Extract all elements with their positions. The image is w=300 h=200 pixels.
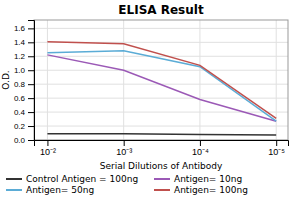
tick-mark	[28, 42, 34, 43]
grid-line	[34, 112, 288, 113]
plot: 10⁻² 10⁻³ 10⁻⁴ 10⁻⁵ 0.0 0.2 0.4 0.6 0.8 1.0 1.2 1.4…	[14, 20, 289, 157]
legend-item: Control Antigen = 100ng	[6, 174, 138, 184]
grid-line	[123, 20, 124, 140]
grid-line	[34, 70, 288, 71]
grid-line	[276, 20, 277, 140]
tick: 1.4	[14, 38, 34, 47]
tick: 10⁻³	[116, 140, 132, 157]
legend-label: Antigen= 50ng	[26, 185, 94, 195]
tick-mark	[28, 126, 34, 127]
tick: 1.2	[14, 52, 34, 61]
tick: 0.0	[14, 136, 34, 145]
y-axis: 0.0 0.2 0.4 0.6 0.8 1.0 1.2 1.4 1.6	[14, 21, 35, 146]
tick: 10⁻⁴	[192, 140, 209, 157]
tick: 10⁻⁵	[268, 140, 285, 157]
grid-line	[34, 98, 288, 99]
legend-item: Antigen= 100ng	[154, 185, 248, 195]
tick-mark	[47, 140, 48, 146]
tick-label: 10⁻³	[116, 147, 132, 157]
tick-mark	[28, 98, 34, 99]
grid-line	[199, 20, 200, 140]
series-line	[47, 134, 276, 135]
axis-line	[28, 21, 35, 141]
lines	[47, 42, 276, 135]
tick-mark	[124, 140, 125, 146]
x-axis: 10⁻² 10⁻³ 10⁻⁴ 10⁻⁵	[35, 140, 289, 157]
tick-mark	[28, 84, 34, 85]
tick-mark	[28, 112, 34, 113]
tick: 0.8	[14, 80, 34, 89]
tick-mark	[276, 140, 277, 146]
tick-label: 0.6	[14, 94, 26, 103]
tick: 1.0	[14, 66, 34, 75]
legend-label: Control Antigen = 100ng	[26, 174, 138, 184]
legend-label: Antigen= 100ng	[174, 185, 248, 195]
legend-swatch	[154, 189, 170, 191]
y-axis-title: O.D.	[1, 70, 11, 89]
grid-line	[47, 20, 48, 140]
legend-label: Antigen= 10ng	[174, 174, 242, 184]
series-line	[47, 55, 276, 121]
grid-line	[34, 28, 288, 29]
tick: 0.2	[14, 122, 34, 131]
tick-label: 1.0	[14, 66, 26, 75]
series-line	[47, 42, 276, 119]
tick: 10⁻²	[40, 140, 56, 157]
tick-label: 1.6	[14, 24, 26, 33]
tick: 0.6	[14, 94, 34, 103]
series-line	[47, 51, 276, 121]
tick-label: 0.0	[14, 136, 26, 145]
legend-swatch	[6, 189, 22, 191]
title: ELISA Result	[118, 3, 204, 17]
grid	[34, 20, 288, 140]
tick: 1.6	[14, 24, 34, 33]
tick-label: 0.8	[14, 80, 26, 89]
grid-line	[34, 56, 288, 57]
tick-mark	[28, 28, 34, 29]
plot-frame	[34, 20, 288, 140]
tick-mark	[28, 140, 34, 141]
tick-label: 10⁻⁵	[268, 147, 285, 157]
chart: 10⁻² 10⁻³ 10⁻⁴ 10⁻⁵ 0.0 0.2 0.4 0.6 0.8 1.0 1.2 1.4…	[0, 0, 300, 200]
legend-swatch	[6, 178, 22, 180]
x-axis-title: Serial Dilutions of Antibody	[100, 161, 223, 171]
axis-line	[35, 141, 289, 147]
tick-label: 0.4	[14, 108, 26, 117]
tick-label: 0.2	[14, 122, 26, 131]
legend-swatch	[154, 178, 170, 180]
tick-mark	[28, 56, 34, 57]
tick-mark	[28, 70, 34, 71]
tick-mark	[200, 140, 201, 146]
legend-item: Antigen= 10ng	[154, 174, 242, 184]
tick-label: 10⁻²	[40, 147, 56, 157]
legend: Control Antigen = 100ngAntigen= 10ngAnti…	[6, 174, 248, 195]
tick: 0.4	[14, 108, 34, 117]
legend-item: Antigen= 50ng	[6, 185, 94, 195]
grid-line	[34, 126, 288, 127]
tick-label: 10⁻⁴	[192, 147, 209, 157]
tick-label: 1.4	[14, 38, 26, 47]
tick-label: 1.2	[14, 52, 26, 61]
